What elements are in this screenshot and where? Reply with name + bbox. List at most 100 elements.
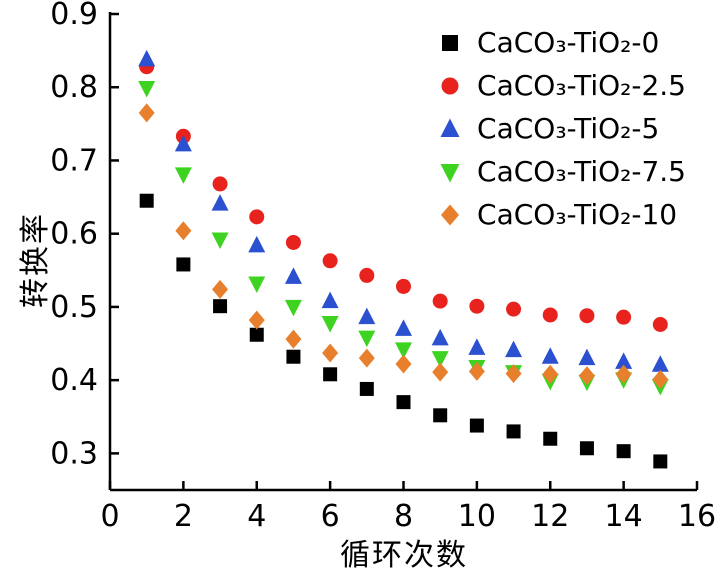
data-point	[506, 424, 521, 439]
data-point	[359, 267, 375, 283]
data-point	[176, 257, 191, 272]
data-point	[139, 193, 154, 208]
legend-item: CaCO₃-TiO₂-0	[435, 26, 686, 59]
data-point	[211, 194, 229, 211]
data-point	[358, 307, 376, 325]
data-point	[542, 307, 558, 323]
data-point	[442, 34, 459, 51]
legend-label: CaCO₃-TiO₂-2.5	[477, 69, 686, 102]
data-point	[432, 362, 449, 382]
data-point	[543, 431, 558, 446]
data-point	[440, 118, 460, 137]
legend-item: CaCO₃-TiO₂-10	[435, 198, 686, 231]
data-point	[651, 355, 669, 372]
series-CaCO₃-TiO₂-2.5	[139, 59, 668, 332]
data-point	[616, 309, 632, 325]
x-tick-label: 0	[100, 499, 119, 534]
data-point	[468, 361, 485, 381]
y-tick-label: 0.8	[50, 70, 98, 105]
legend-marker-circle	[441, 77, 459, 94]
data-point	[285, 329, 302, 349]
data-point	[396, 278, 411, 294]
x-tick-label: 16	[678, 499, 716, 534]
data-point	[249, 327, 264, 342]
series-CaCO₃-TiO₂-10	[138, 103, 669, 389]
data-point	[213, 299, 228, 314]
x-tick-label: 10	[458, 499, 496, 534]
data-point	[396, 395, 411, 410]
legend-marker-triangle-up	[440, 118, 460, 137]
data-point	[358, 330, 376, 348]
data-point	[359, 381, 374, 396]
data-point	[578, 348, 596, 366]
y-tick-label: 0.7	[50, 143, 98, 178]
legend-marker-square	[442, 34, 459, 51]
data-point	[248, 276, 266, 293]
data-point	[432, 293, 448, 309]
series-CaCO₃-TiO₂-0	[139, 193, 668, 469]
data-point	[285, 234, 301, 250]
data-point	[174, 134, 192, 152]
x-tick-label: 6	[321, 499, 340, 534]
data-point	[505, 340, 523, 358]
y-tick-label: 0.6	[50, 217, 98, 252]
x-tick-label: 2	[174, 499, 193, 534]
data-point	[358, 348, 375, 368]
data-point	[175, 221, 192, 241]
data-point	[505, 364, 522, 384]
data-point	[284, 299, 302, 317]
y-tick-label: 0.4	[50, 363, 98, 398]
data-point	[395, 342, 412, 359]
data-point	[431, 328, 449, 346]
y-tick-label: 0.5	[50, 290, 98, 325]
legend: CaCO₃-TiO₂-0 CaCO₃-TiO₂-2.5 CaCO₃-TiO₂-5 Ca…	[435, 26, 686, 231]
data-point	[322, 343, 339, 363]
data-point	[248, 235, 266, 253]
legend-item: CaCO₃-TiO₂-5	[435, 112, 686, 145]
legend-marker-diamond	[441, 204, 460, 225]
x-tick-label: 4	[247, 499, 266, 534]
x-tick-label: 8	[394, 499, 413, 534]
data-point	[579, 308, 595, 324]
data-point	[653, 454, 668, 469]
y-tick-label: 0.9	[50, 0, 98, 32]
data-point	[395, 319, 412, 336]
x-tick-label: 12	[531, 499, 569, 534]
data-point	[506, 301, 522, 317]
legend-label: CaCO₃-TiO₂-10	[477, 198, 678, 231]
legend-item: CaCO₃-TiO₂-7.5	[435, 155, 686, 188]
legend-label: CaCO₃-TiO₂-7.5	[477, 155, 686, 188]
data-point	[433, 408, 448, 423]
legend-label: CaCO₃-TiO₂-5	[477, 112, 660, 145]
data-point	[138, 49, 156, 67]
legend-marker-triangle-down	[440, 163, 460, 182]
data-point	[440, 163, 460, 182]
data-point	[431, 351, 449, 368]
data-point	[211, 232, 229, 250]
data-point	[542, 364, 559, 384]
data-point	[321, 291, 339, 309]
x-tick-label: 14	[605, 499, 643, 534]
data-point	[541, 347, 559, 364]
data-point	[578, 366, 595, 386]
data-point	[174, 167, 192, 184]
y-axis-title: 转换率	[18, 212, 53, 308]
data-point	[652, 369, 669, 389]
legend-item: CaCO₃-TiO₂-2.5	[435, 69, 686, 102]
data-point	[212, 176, 228, 192]
data-point	[469, 418, 484, 433]
data-point	[286, 349, 301, 364]
data-point	[212, 279, 229, 299]
y-tick-label: 0.3	[50, 436, 98, 471]
data-point	[138, 80, 156, 98]
data-point	[615, 352, 633, 369]
data-point	[616, 444, 631, 459]
data-point	[468, 338, 486, 355]
data-point	[615, 364, 632, 384]
data-point	[323, 367, 338, 382]
data-point	[322, 253, 338, 269]
data-point	[395, 354, 412, 374]
x-axis-title: 循环次数	[340, 538, 468, 573]
data-point	[652, 316, 668, 332]
